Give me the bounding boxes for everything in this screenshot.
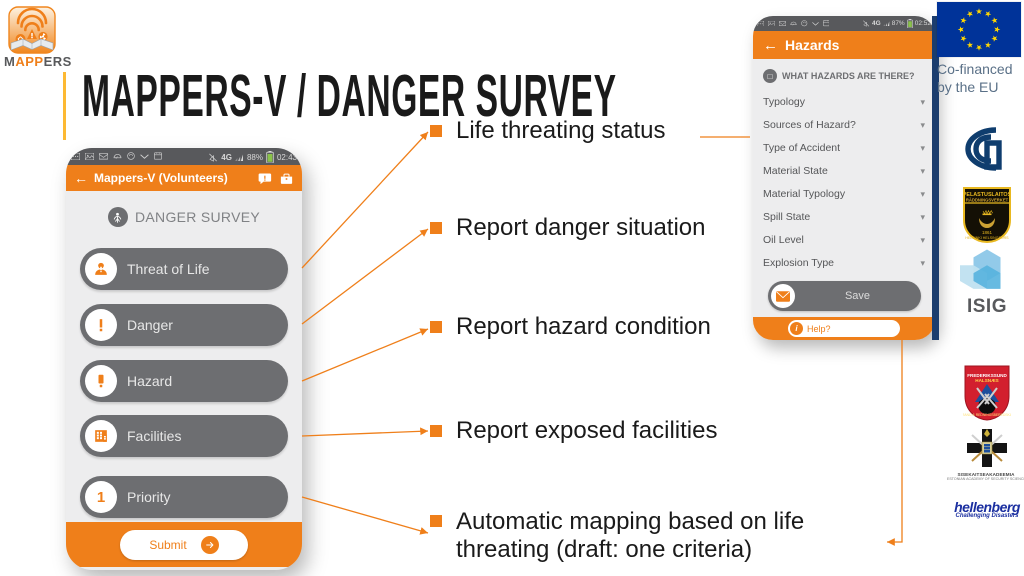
svg-text:HELSINKI HELSINGFORS: HELSINKI HELSINGFORS <box>965 236 1009 240</box>
svg-text:1861: 1861 <box>982 230 993 235</box>
svg-text:HALSNÆS: HALSNÆS <box>975 378 998 383</box>
svg-text:RÄDDNINGSVERKET: RÄDDNINGSVERKET <box>966 198 1009 203</box>
svg-text:BRAND & REDNINGSBEREDSKAB: BRAND & REDNINGSBEREDSKAB <box>963 413 1011 417</box>
